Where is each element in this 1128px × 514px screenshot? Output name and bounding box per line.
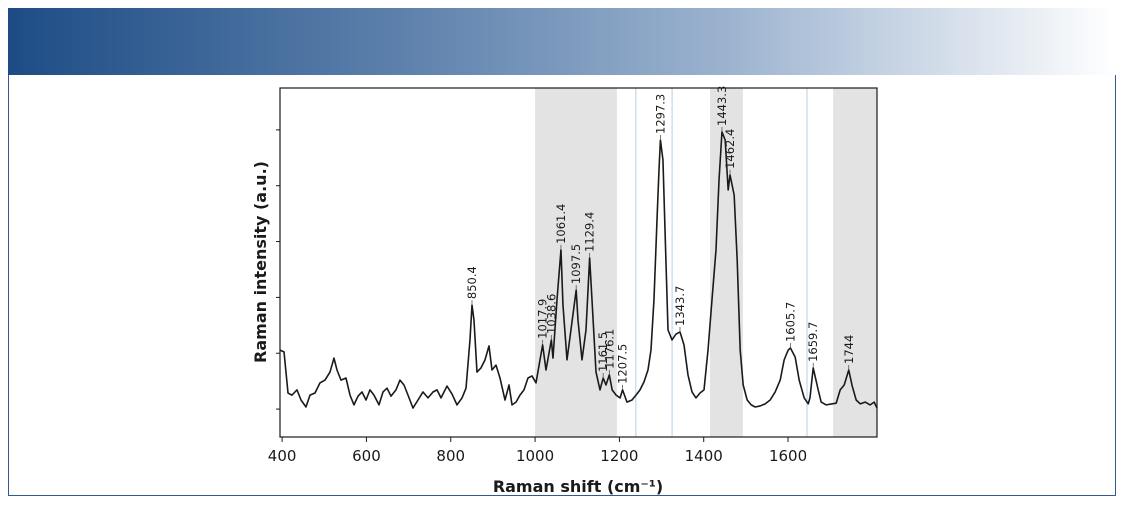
peak-label: 850.4 — [465, 266, 479, 299]
x-tick-label: 1400 — [685, 447, 723, 465]
shaded-range — [833, 88, 877, 437]
peak-label: 1462.4 — [723, 129, 737, 169]
frame — [8, 75, 1116, 496]
peak-label: 1097.5 — [569, 244, 583, 284]
peak-label: 1017.9 — [536, 299, 550, 339]
peak-label: 1176.1 — [602, 329, 616, 369]
x-tick-label: 1000 — [516, 447, 554, 465]
x-tick-label: 1200 — [600, 447, 638, 465]
x-tick-label: 400 — [268, 447, 297, 465]
peak-label: 1744 — [842, 335, 856, 364]
peak-label: 1038.6 — [544, 294, 558, 334]
peak-label: 1659.7 — [806, 322, 820, 362]
x-axis-label: Raman shift (cm⁻¹) — [493, 477, 663, 496]
y-axis-label: Raman intensity (a.u.) — [251, 161, 270, 363]
x-tick-label: 1600 — [769, 447, 807, 465]
peak-label: 1129.4 — [583, 212, 597, 252]
peak-label: 1161.5 — [596, 332, 610, 372]
peak-label: 1207.5 — [616, 344, 630, 384]
peak-label: 1605.7 — [783, 302, 797, 342]
peak-label: 1443.3 — [715, 86, 729, 126]
peak-label: 1061.4 — [554, 204, 568, 244]
peak-label: 1343.7 — [673, 286, 687, 326]
x-tick-label: 600 — [352, 447, 381, 465]
x-tick-label: 800 — [436, 447, 465, 465]
peak-label: 1297.3 — [653, 94, 667, 134]
plot-border — [279, 87, 878, 438]
header-band — [8, 8, 1116, 75]
spectrum-line — [279, 131, 878, 409]
